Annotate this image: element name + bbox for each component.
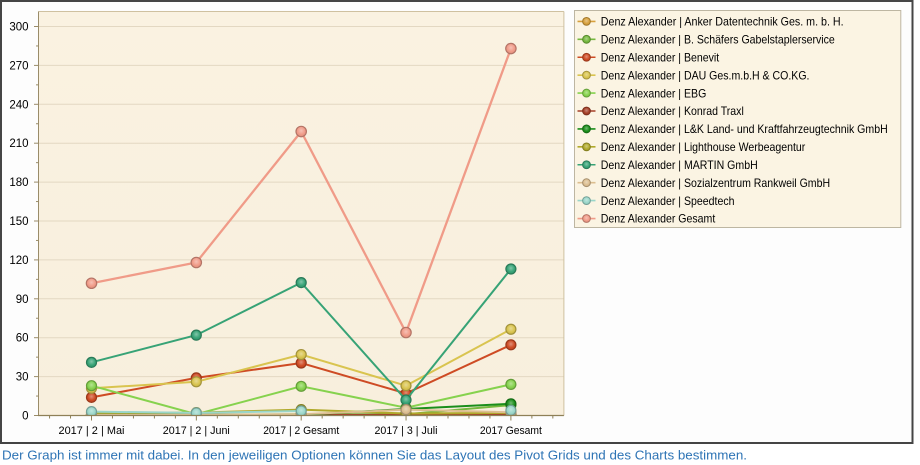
svg-text:60: 60: [16, 333, 29, 345]
svg-text:Denz Alexander | Speedtech: Denz Alexander | Speedtech: [601, 194, 735, 208]
svg-text:300: 300: [9, 22, 28, 34]
svg-text:90: 90: [16, 294, 29, 306]
svg-text:120: 120: [9, 255, 28, 267]
svg-text:0: 0: [22, 411, 28, 423]
svg-text:2017 | 3 | Juli: 2017 | 3 | Juli: [375, 425, 438, 437]
svg-text:2017 | 2 | Juni: 2017 | 2 | Juni: [163, 425, 230, 437]
svg-text:180: 180: [9, 177, 28, 189]
svg-text:Der Graph ist immer mit dabei.: Der Graph ist immer mit dabei. In den je…: [2, 448, 747, 463]
svg-text:2017 | 2 | Mai: 2017 | 2 | Mai: [59, 425, 125, 437]
svg-text:Denz Alexander | DAU Ges.m.b.H: Denz Alexander | DAU Ges.m.b.H & CO.KG.: [601, 68, 810, 82]
svg-text:30: 30: [16, 372, 29, 384]
svg-text:Denz Alexander | Benevit: Denz Alexander | Benevit: [601, 50, 720, 64]
svg-text:Denz Alexander | Sozialzentrum: Denz Alexander | Sozialzentrum Rankweil …: [601, 176, 830, 190]
svg-text:Denz Alexander | MARTIN GmbH: Denz Alexander | MARTIN GmbH: [601, 158, 758, 172]
svg-text:Denz Alexander Gesamt: Denz Alexander Gesamt: [601, 212, 716, 226]
svg-text:Denz Alexander | Lighthouse We: Denz Alexander | Lighthouse Werbeagentur: [601, 140, 806, 154]
svg-text:2017 Gesamt: 2017 Gesamt: [480, 425, 542, 437]
svg-text:150: 150: [9, 216, 28, 228]
svg-text:240: 240: [9, 99, 28, 111]
svg-text:Denz Alexander | L&K Land- und: Denz Alexander | L&K Land- und Kraftfahr…: [601, 122, 888, 136]
svg-text:270: 270: [9, 60, 28, 72]
svg-text:Denz Alexander | EBG: Denz Alexander | EBG: [601, 86, 707, 100]
svg-text:2017 | 2 Gesamt: 2017 | 2 Gesamt: [263, 425, 339, 437]
svg-text:Denz Alexander | Anker Datente: Denz Alexander | Anker Datentechnik Ges.…: [601, 15, 844, 29]
svg-text:Denz Alexander | B. Schäfers G: Denz Alexander | B. Schäfers Gabelstaple…: [601, 33, 835, 47]
svg-text:210: 210: [9, 138, 28, 150]
svg-text:Denz Alexander | Konrad Traxl: Denz Alexander | Konrad Traxl: [601, 104, 744, 118]
